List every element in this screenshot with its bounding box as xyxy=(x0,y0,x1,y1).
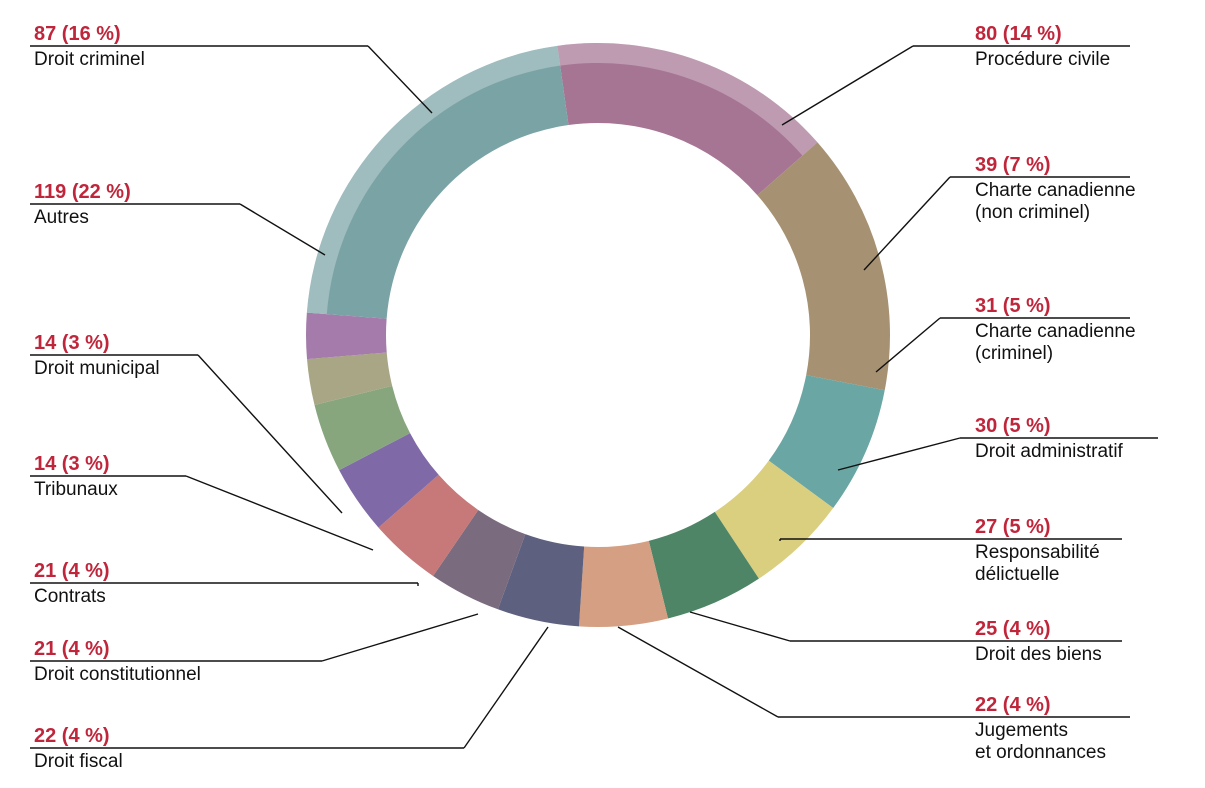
slice-tribunaux xyxy=(307,352,393,405)
category-label-droit-municipal: Droit municipal xyxy=(34,358,160,379)
leader-connector-droit-administratif xyxy=(837,437,961,471)
slice-droit-municipal xyxy=(306,312,387,360)
slice-droit-fiscal xyxy=(378,474,479,576)
leader-connector-droit-constitutionnel xyxy=(321,613,479,662)
slice-droit-criminel xyxy=(557,42,818,196)
leader-connector-droit-municipal xyxy=(197,354,343,514)
leader-connector-autres xyxy=(239,203,326,256)
value-label-droit-constitutionnel: 21 (4 %) xyxy=(34,638,110,660)
leader-connector-charte-canadienne-criminel xyxy=(875,317,941,373)
category-label-contrats: Contrats xyxy=(34,586,106,607)
leader-lines xyxy=(30,45,1158,749)
leader-connector-droit-des-biens xyxy=(689,611,791,642)
slice-contrats xyxy=(314,385,411,471)
donut-slices xyxy=(306,42,891,628)
slice-highlight-droit-criminel xyxy=(557,42,818,156)
category-label-charte-canadienne-non-criminel-1: Charte canadienne xyxy=(975,180,1136,201)
slice-autres xyxy=(306,45,569,319)
category-label-tribunaux: Tribunaux xyxy=(34,479,118,500)
category-label-droit-criminel: Droit criminel xyxy=(34,49,145,70)
value-label-charte-canadienne-criminel: 31 (5 %) xyxy=(975,295,1051,317)
slice-charte-canadienne-criminel xyxy=(714,460,834,579)
slice-responsabilite-delictuelle xyxy=(578,540,668,628)
value-label-droit-administratif: 30 (5 %) xyxy=(975,415,1051,437)
value-label-responsabilite-delictuelle: 27 (5 %) xyxy=(975,516,1051,538)
category-label-charte-canadienne-criminel-2: (criminel) xyxy=(975,343,1053,364)
leader-connector-procedure-civile xyxy=(781,45,914,126)
category-label-autres: Autres xyxy=(34,207,89,228)
value-label-droit-criminel: 87 (16 %) xyxy=(34,23,121,45)
slice-droit-des-biens xyxy=(497,534,585,627)
category-label-jugements-et-ordonnances-1: Jugements xyxy=(975,720,1068,741)
category-label-droit-fiscal: Droit fiscal xyxy=(34,751,123,772)
value-label-autres: 119 (22 %) xyxy=(34,181,131,203)
value-label-droit-des-biens: 25 (4 %) xyxy=(975,618,1051,640)
slice-charte-canadienne-non-criminel xyxy=(768,375,885,509)
value-label-charte-canadienne-non-criminel: 39 (7 %) xyxy=(975,154,1051,176)
value-label-procedure-civile: 80 (14 %) xyxy=(975,23,1062,45)
value-label-droit-municipal: 14 (3 %) xyxy=(34,332,110,354)
slice-droit-constitutionnel xyxy=(339,433,439,528)
value-label-tribunaux: 14 (3 %) xyxy=(34,453,110,475)
category-label-charte-canadienne-criminel-1: Charte canadienne xyxy=(975,321,1136,342)
slice-labels: 87 (16 %) Droit criminel 80 (14 %) Procédur… xyxy=(34,23,1136,772)
category-label-droit-administratif: Droit administratif xyxy=(975,441,1124,462)
value-label-contrats: 21 (4 %) xyxy=(34,560,110,582)
leader-connector-droit-fiscal xyxy=(463,626,549,749)
leader-connector-tribunaux xyxy=(185,475,374,551)
category-label-charte-canadienne-non-criminel-2: (non criminel) xyxy=(975,202,1090,223)
slice-procedure-civile xyxy=(757,142,891,391)
value-label-jugements-et-ordonnances: 22 (4 %) xyxy=(975,694,1051,716)
category-label-responsabilite-delictuelle-2: délictuelle xyxy=(975,564,1060,585)
value-label-droit-fiscal: 22 (4 %) xyxy=(34,725,110,747)
leader-connector-jugements-et-ordonnances xyxy=(617,626,779,718)
slice-jugements-et-ordonnances xyxy=(433,509,526,610)
leader-connector-charte-canadienne-non-criminel xyxy=(863,176,951,271)
category-label-droit-constitutionnel: Droit constitutionnel xyxy=(34,664,201,685)
slice-droit-administratif xyxy=(648,511,759,619)
category-label-droit-des-biens: Droit des biens xyxy=(975,644,1102,665)
slice-highlight-autres xyxy=(306,45,561,315)
category-label-jugements-et-ordonnances-2: et ordonnances xyxy=(975,742,1106,763)
category-label-responsabilite-delictuelle-1: Responsabilité xyxy=(975,542,1100,563)
leader-connector-droit-criminel xyxy=(367,45,433,114)
category-label-procedure-civile: Procédure civile xyxy=(975,49,1110,70)
